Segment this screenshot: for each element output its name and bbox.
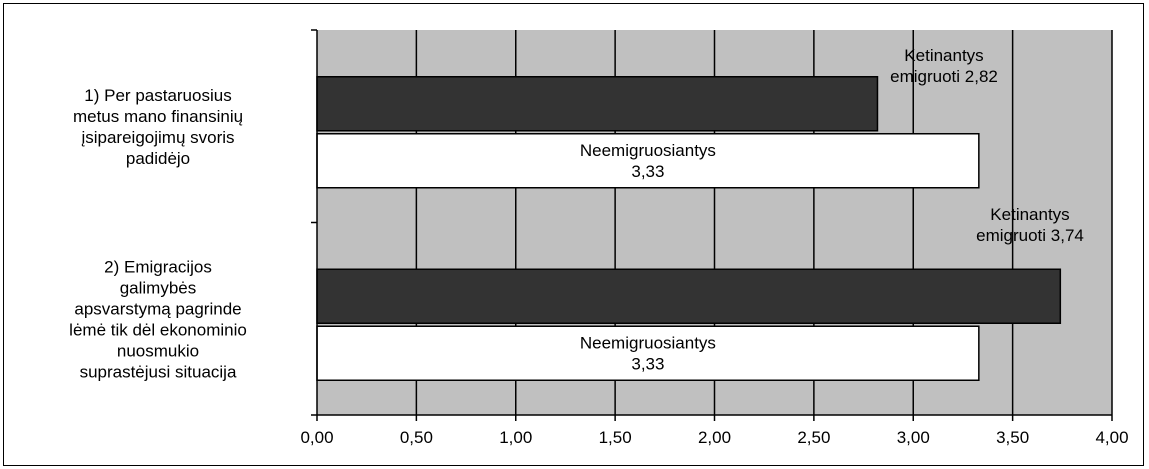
x-tick-label: 1,50 <box>599 428 632 447</box>
bar-emigrate-1 <box>316 76 879 132</box>
x-tick-label: 2,50 <box>797 428 830 447</box>
category-label-1: 1) Per pastaruosius metus mano finansinių… <box>73 86 243 168</box>
data-label-emigrate-2: Ketinantys emigruoti 3,74 <box>976 205 1084 245</box>
data-label-emigrate-1: Ketinantys emigruoti 2,82 <box>890 46 998 86</box>
bar-stay-2 <box>316 325 980 381</box>
category-label-2: 2) Emigracijos galimybės apsvarstymą pagri… <box>69 257 247 381</box>
x-tick-label: 3,00 <box>897 428 930 447</box>
x-tick-label: 2,00 <box>698 428 731 447</box>
x-tick-label: 0,00 <box>300 428 333 447</box>
data-label-stay-2: Neemigruosiantys 3,33 <box>580 333 716 373</box>
x-tick-label: 3,50 <box>996 428 1029 447</box>
x-tick-label: 4,00 <box>1095 428 1128 447</box>
data-label-stay-1: Neemigruosiantys 3,33 <box>580 141 716 181</box>
bar-stay-1 <box>316 133 980 189</box>
bar-emigrate-2 <box>316 268 1062 324</box>
x-tick-label: 1,00 <box>499 428 532 447</box>
x-tick-label: 0,50 <box>400 428 433 447</box>
